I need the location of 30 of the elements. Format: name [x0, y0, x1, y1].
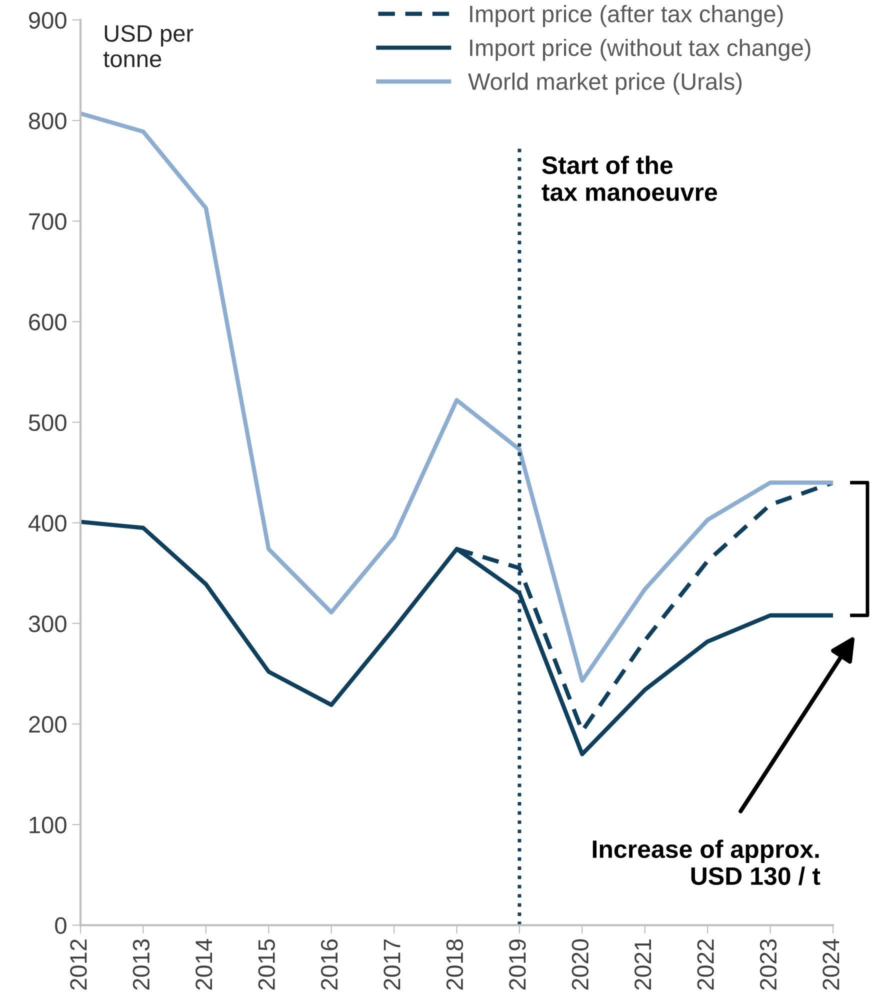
- x-tick-label: 2014: [196, 939, 212, 990]
- y-tick-label: 100: [30, 816, 66, 834]
- x-tick-label: 2022: [697, 940, 714, 990]
- y-tick-label: 400: [28, 514, 66, 532]
- x-tick-label: 2015: [258, 939, 275, 990]
- x-tick-label: 2023: [760, 939, 777, 990]
- x-tick-label: 2016: [320, 939, 338, 990]
- y-tick-label: 500: [28, 414, 66, 432]
- x-tick-label: 2019: [509, 939, 526, 990]
- legend-label: World market price (Urals): [468, 72, 742, 95]
- y-tick-label: 800: [28, 112, 66, 130]
- y-tick-label: 0: [55, 917, 66, 934]
- x-tick-label: 2021: [634, 939, 652, 990]
- line-series: [80, 111, 833, 683]
- x-tick-label: 2024: [822, 939, 840, 990]
- y-tick-label: 600: [29, 314, 66, 330]
- ref-line-label: Start of the tax manoeuvre: [542, 156, 718, 202]
- x-tick-label: 2018: [446, 939, 464, 990]
- y-tick-label: 200: [29, 716, 66, 733]
- x-tick-label: 2013: [132, 939, 150, 990]
- y-tick-label: 700: [29, 213, 66, 230]
- x-tick-label: 2012: [70, 940, 87, 990]
- legend-label: Import price (after tax change): [470, 5, 783, 28]
- annotation: Increase of approx. USD 130 / t: [592, 840, 820, 886]
- y-axis-title: USD per tonne: [103, 25, 194, 68]
- x-tick-label: 2017: [384, 940, 400, 990]
- x-tick-label: 2020: [572, 939, 589, 990]
- y-tick-label: 300: [28, 615, 66, 632]
- legend-label: Import price (without tax change): [470, 38, 810, 61]
- y-tick-label: 900: [29, 12, 66, 29]
